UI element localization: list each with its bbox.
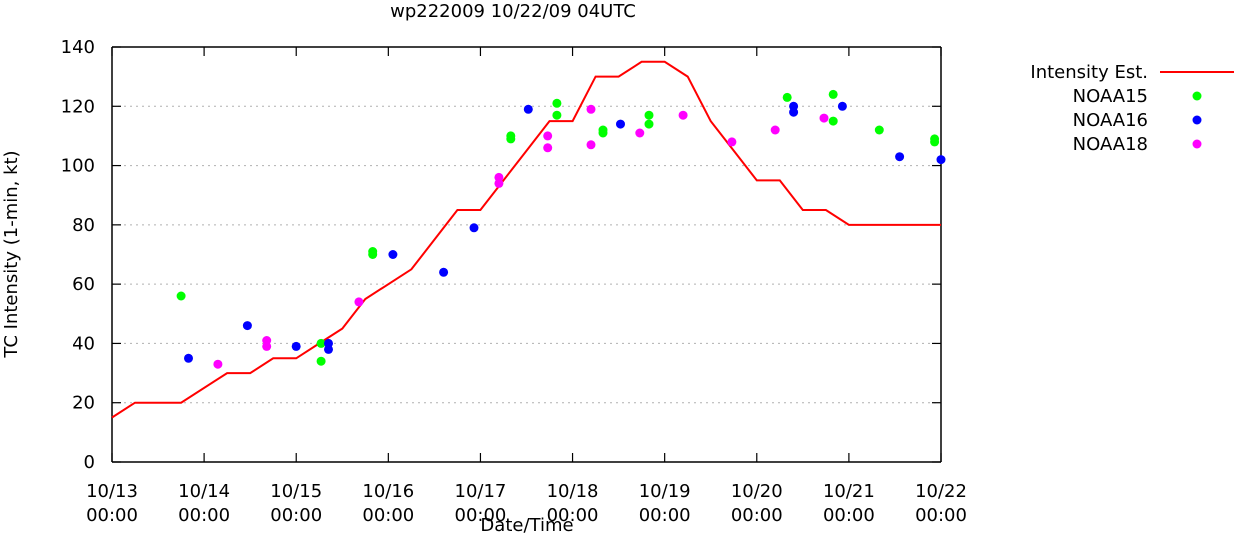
x-tick-label-time: 00:00	[731, 505, 783, 526]
x-tick-label-date: 10/19	[639, 481, 691, 502]
noaa15-point	[874, 125, 884, 135]
noaa18-point	[543, 143, 553, 153]
x-tick-label-time: 00:00	[915, 505, 967, 526]
y-tick-label: 40	[72, 333, 95, 354]
y-axis-label: TC Intensity (1-min, kt)	[1, 150, 22, 358]
x-tick-label-date: 10/18	[547, 481, 599, 502]
noaa15-point	[176, 291, 186, 301]
y-tick-label: 20	[72, 393, 95, 414]
y-tick-label: 140	[61, 37, 95, 58]
noaa15-point	[644, 110, 654, 120]
x-tick-label-date: 10/21	[823, 481, 875, 502]
legend-swatch-dot	[1192, 139, 1202, 149]
x-tick-label-date: 10/15	[270, 481, 322, 502]
noaa18-point	[586, 104, 596, 114]
legend-label: Intensity Est.	[1030, 62, 1148, 83]
noaa18-point	[819, 113, 829, 123]
noaa15-point	[598, 128, 608, 138]
noaa15-point	[368, 250, 378, 259]
x-axis-label: Date/Time	[480, 515, 573, 533]
x-tick-label-time: 00:00	[823, 505, 875, 526]
noaa16-point	[439, 267, 449, 277]
noaa16-point	[837, 101, 847, 111]
legend: Intensity Est. NOAA15 NOAA16 NOAA18	[1030, 62, 1234, 155]
legend-label: NOAA18	[1073, 134, 1148, 155]
y-tick-label: 80	[72, 215, 95, 236]
noaa16-point	[324, 344, 333, 354]
noaa16-point	[523, 104, 533, 114]
legend-swatch-dot	[1192, 91, 1202, 101]
noaa16-point	[184, 353, 193, 363]
legend-swatch-dot	[1192, 115, 1202, 125]
noaa18-point	[635, 128, 645, 138]
noaa15-point	[552, 98, 562, 108]
noaa15-point	[316, 338, 326, 348]
noaa16-point	[936, 155, 946, 165]
y-tick-label: 0	[84, 452, 95, 473]
x-tick-label-date: 10/13	[86, 481, 138, 502]
y-tick-label: 100	[61, 156, 95, 177]
legend-label: NOAA16	[1073, 110, 1148, 131]
noaa15-point	[930, 137, 940, 147]
noaa15-point	[782, 92, 792, 102]
noaa18-point	[543, 131, 553, 141]
noaa16-point	[388, 250, 398, 259]
noaa18-point	[586, 140, 596, 150]
noaa15-point	[828, 89, 838, 99]
noaa15-point	[644, 119, 654, 129]
y-axis: 0 20 40 60 80 100 120 140	[61, 37, 941, 473]
noaa18-point	[678, 110, 688, 120]
intensity-line	[111, 60, 941, 419]
noaa18-point	[354, 297, 364, 307]
noaa18-point	[494, 178, 504, 188]
y-tick-label: 60	[72, 274, 95, 295]
noaa18-point	[770, 125, 780, 135]
noaa16-point	[291, 341, 301, 351]
x-tick-label-time: 00:00	[547, 505, 599, 526]
x-tick-label-date: 10/14	[178, 481, 230, 502]
x-tick-label-time: 00:00	[178, 505, 230, 526]
plot-area	[111, 46, 942, 463]
noaa15-point	[828, 116, 838, 126]
x-tick-label-date: 10/16	[362, 481, 414, 502]
noaa18-point	[213, 359, 223, 369]
x-tick-label-time: 00:00	[86, 505, 138, 526]
x-tick-label-time: 00:00	[362, 505, 414, 526]
x-tick-label-time: 00:00	[639, 505, 691, 526]
noaa16-point	[895, 152, 905, 162]
x-tick-label-date: 10/17	[455, 481, 507, 502]
noaa16-point	[616, 119, 625, 129]
noaa18-point	[262, 341, 272, 351]
series-layer	[111, 60, 946, 419]
noaa16-point	[469, 223, 479, 233]
noaa16-point	[242, 321, 252, 331]
y-tick-label: 120	[61, 96, 95, 117]
noaa16-point	[789, 107, 799, 117]
legend-label: NOAA15	[1073, 86, 1148, 107]
noaa15-point	[506, 134, 516, 144]
x-tick-label-date: 10/20	[731, 481, 783, 502]
noaa15-point	[316, 356, 326, 366]
x-tick-label-date: 10/22	[915, 481, 967, 502]
noaa15-point	[552, 110, 562, 120]
noaa18-point	[727, 137, 737, 147]
x-axis: 10/13 00:00 10/14 00:00 10/15 00:00 10/16 00:00…	[86, 47, 967, 526]
chart-title: wp222009 10/22/09 04UTC	[390, 1, 636, 22]
x-tick-label-time: 00:00	[270, 505, 322, 526]
x-tick-label-time: 00:00	[455, 505, 507, 526]
